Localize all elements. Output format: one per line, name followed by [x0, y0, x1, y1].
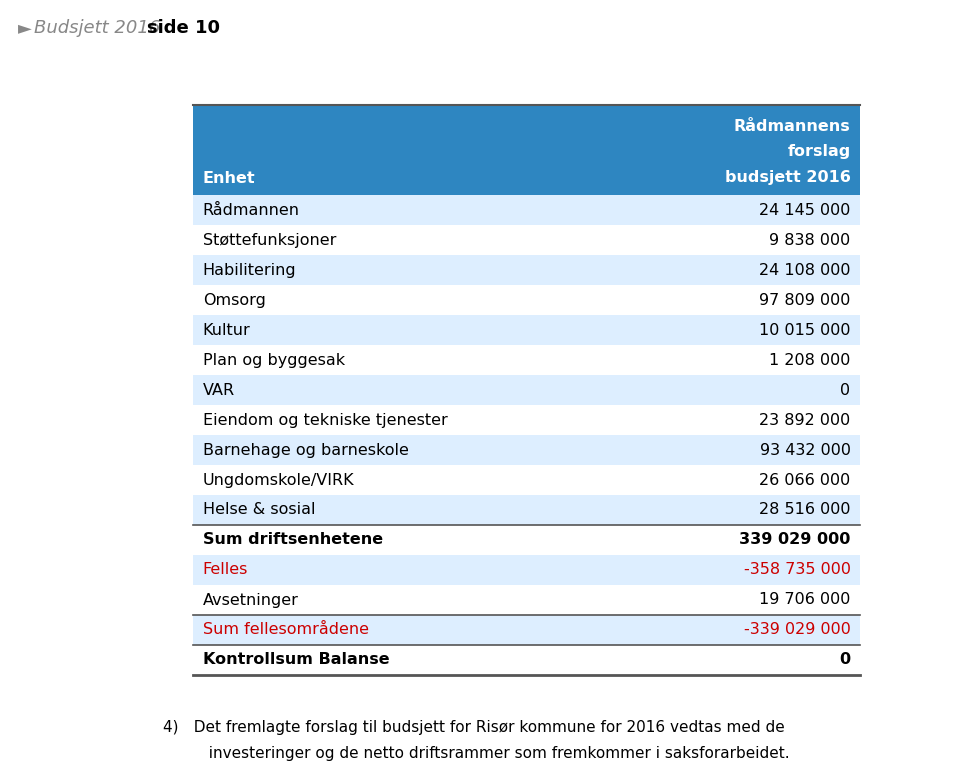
Text: -358 735 000: -358 735 000: [744, 563, 851, 577]
Bar: [193, 195, 860, 225]
Text: Felles: Felles: [203, 563, 248, 577]
Text: investeringer og de netto driftsrammer som fremkommer i saksforarbeidet.: investeringer og de netto driftsrammer s…: [163, 746, 790, 761]
Text: 0: 0: [839, 652, 851, 668]
Text: Ungdomskole/VIRK: Ungdomskole/VIRK: [203, 472, 354, 488]
Text: VAR: VAR: [203, 383, 235, 397]
Text: Barnehage og barneskole: Barnehage og barneskole: [203, 442, 409, 458]
Bar: [193, 495, 860, 525]
Bar: [193, 255, 860, 285]
Bar: [193, 525, 860, 555]
Text: Rådmannen: Rådmannen: [203, 203, 300, 217]
Bar: [193, 645, 860, 675]
Text: Rådmannens: Rådmannens: [733, 118, 851, 134]
Text: 1 208 000: 1 208 000: [769, 352, 851, 367]
Text: Avsetninger: Avsetninger: [203, 592, 299, 608]
Bar: [193, 615, 860, 645]
Text: 9 838 000: 9 838 000: [769, 233, 851, 247]
Bar: [193, 225, 860, 255]
Text: Habilitering: Habilitering: [203, 263, 297, 278]
Text: 4) Det fremlagte forslag til budsjett for Risør kommune for 2016 vedtas med de: 4) Det fremlagte forslag til budsjett fo…: [163, 720, 785, 735]
Text: 19 706 000: 19 706 000: [759, 592, 851, 608]
Text: 93 432 000: 93 432 000: [759, 442, 851, 458]
Text: 10 015 000: 10 015 000: [759, 322, 851, 338]
Text: 24 108 000: 24 108 000: [759, 263, 851, 278]
Bar: [193, 315, 860, 345]
Text: ►: ►: [18, 19, 32, 37]
Text: Sum fellesområdene: Sum fellesområdene: [203, 622, 369, 638]
Text: Kultur: Kultur: [203, 322, 251, 338]
Text: Støttefunksjoner: Støttefunksjoner: [203, 233, 336, 247]
Text: Eiendom og tekniske tjenester: Eiendom og tekniske tjenester: [203, 413, 447, 427]
Bar: [193, 345, 860, 375]
Bar: [193, 375, 860, 405]
Bar: [193, 555, 860, 585]
Text: Omsorg: Omsorg: [203, 292, 266, 308]
Text: 26 066 000: 26 066 000: [759, 472, 851, 488]
Text: Enhet: Enhet: [203, 172, 255, 186]
Text: 24 145 000: 24 145 000: [759, 203, 851, 217]
Text: Budsjett 2016: Budsjett 2016: [34, 19, 166, 37]
Text: Kontrollsum Balanse: Kontrollsum Balanse: [203, 652, 390, 668]
Text: 28 516 000: 28 516 000: [759, 502, 851, 517]
Text: budsjett 2016: budsjett 2016: [725, 170, 851, 185]
Bar: [193, 435, 860, 465]
Text: Plan og byggesak: Plan og byggesak: [203, 352, 345, 367]
Bar: [193, 585, 860, 615]
Bar: [193, 105, 860, 195]
Text: -339 029 000: -339 029 000: [744, 622, 851, 638]
Text: Sum driftsenhetene: Sum driftsenhetene: [203, 533, 383, 547]
Text: side 10: side 10: [148, 19, 221, 37]
Bar: [193, 465, 860, 495]
Bar: [193, 405, 860, 435]
Text: 23 892 000: 23 892 000: [759, 413, 851, 427]
Bar: [193, 285, 860, 315]
Text: 0: 0: [840, 383, 851, 397]
Text: 97 809 000: 97 809 000: [759, 292, 851, 308]
Text: Helse & sosial: Helse & sosial: [203, 502, 315, 517]
Text: forslag: forslag: [787, 145, 851, 159]
Text: 339 029 000: 339 029 000: [739, 533, 851, 547]
